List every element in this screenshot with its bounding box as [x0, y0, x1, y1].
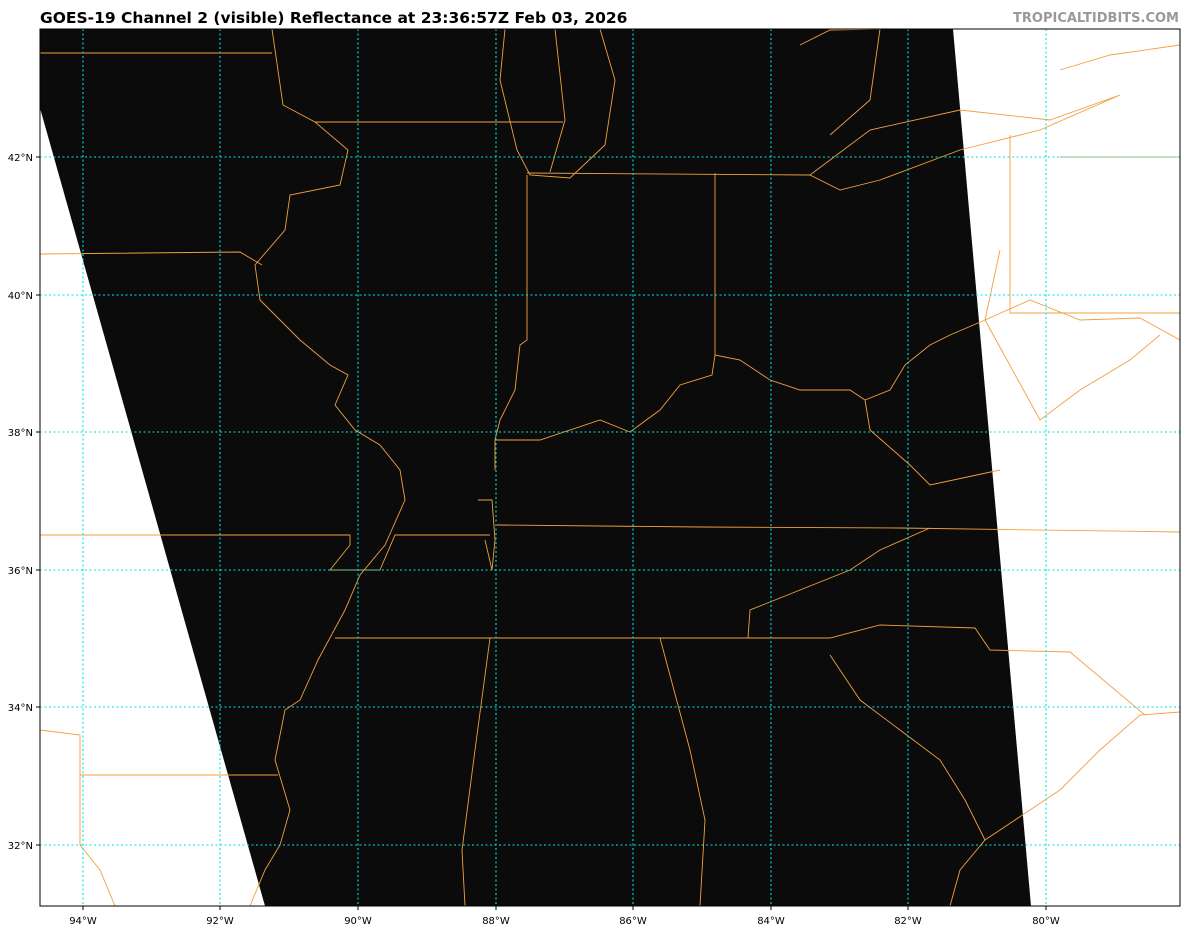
mississippi-river — [249, 29, 406, 906]
west-virginia-border — [984, 249, 1180, 341]
ontario-shore — [799, 29, 881, 136]
map-frame — [39, 28, 1181, 907]
latitude-label: 38°N — [8, 428, 33, 439]
michigan-shore — [549, 29, 566, 173]
kentucky-tennessee-border — [496, 524, 1180, 533]
satellite-swath — [40, 29, 1031, 906]
political-borders — [40, 29, 1180, 906]
lake-ontario-shore — [1059, 44, 1180, 71]
latitude-label: 36°N — [8, 566, 33, 577]
gridlines — [40, 29, 1180, 906]
ohio-river — [495, 319, 986, 441]
longitude-label: 88°W — [482, 916, 510, 927]
longitude-label: 90°W — [344, 916, 372, 927]
longitude-label: 92°W — [206, 916, 234, 927]
longitude-label: 82°W — [894, 916, 922, 927]
alabama-georgia-border — [659, 637, 706, 906]
lake-michigan-shore — [499, 29, 616, 179]
iowa-missouri-border — [40, 251, 263, 266]
kentucky-virginia-border — [864, 399, 1001, 486]
watermark: TROPICALTIDBITS.COM — [1013, 11, 1179, 26]
map-title: GOES-19 Channel 2 (visible) Reflectance … — [40, 9, 628, 27]
texas-louisiana-border — [40, 729, 116, 906]
kentucky-lakes — [478, 499, 496, 571]
latitude-label: 34°N — [8, 703, 33, 714]
virginia-border — [984, 319, 1161, 421]
latitude-label: 32°N — [8, 841, 33, 852]
georgia-sc-border — [829, 654, 986, 841]
pennsylvania-ohio-border — [1009, 135, 1180, 314]
longitude-label: 94°W — [69, 916, 97, 927]
atlantic-coast — [949, 711, 1180, 906]
longitude-label: 80°W — [1032, 916, 1060, 927]
longitude-label: 86°W — [619, 916, 647, 927]
latitude-label: 42°N — [8, 153, 33, 164]
lake-erie-shore — [809, 94, 1121, 191]
mississippi-alabama-border — [461, 637, 491, 906]
southern-tennessee-border — [335, 624, 1146, 716]
michigan-south-border — [526, 172, 811, 176]
longitude-label: 84°W — [757, 916, 785, 927]
latitude-label: 40°N — [8, 291, 33, 302]
tennessee-nc-border — [747, 527, 931, 639]
